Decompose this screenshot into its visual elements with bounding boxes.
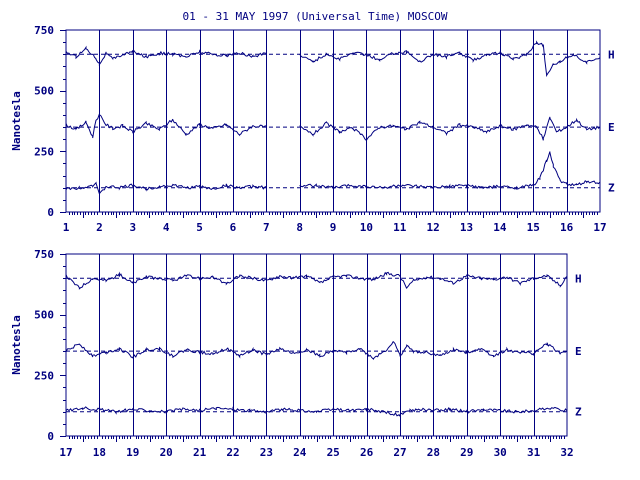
x-tick-label: 16 — [560, 221, 574, 234]
x-tick-label: 12 — [427, 221, 440, 234]
trace-e — [65, 341, 568, 361]
x-tick-label: 30 — [494, 446, 507, 459]
component-label-z: Z — [575, 406, 582, 419]
x-tick-label: 24 — [293, 446, 307, 459]
y-axis-label: Nanotesla — [10, 91, 23, 151]
x-tick-label: 3 — [129, 221, 136, 234]
plot-frame — [65, 253, 568, 437]
panels: 1 2 3 4 5 6 7 8 9 10 11 12 13 14 15 16 170250500750Nanot… — [10, 24, 615, 459]
component-label-e: E — [575, 345, 582, 358]
y-tick-label: 500 — [34, 309, 54, 322]
x-tick-label: 17 — [593, 221, 606, 234]
y-tick-label: 750 — [34, 24, 54, 37]
x-tick-label: 20 — [160, 446, 173, 459]
x-tick-label: 22 — [226, 446, 239, 459]
y-axis-label: Nanotesla — [10, 315, 23, 375]
component-label-z: Z — [608, 182, 615, 195]
x-tick-label: 1 — [63, 221, 70, 234]
x-tick-label: 17 — [59, 446, 72, 459]
x-tick-label: 9 — [330, 221, 337, 234]
x-tick-label: 26 — [360, 446, 374, 459]
x-tick-label: 19 — [126, 446, 139, 459]
y-tick-label: 500 — [34, 85, 54, 98]
x-tick-label: 4 — [163, 221, 170, 234]
x-tick-label: 14 — [493, 221, 507, 234]
trace-z — [65, 406, 568, 418]
trace-h — [65, 271, 568, 290]
x-tick-label: 21 — [193, 446, 207, 459]
x-tick-label: 31 — [527, 446, 541, 459]
x-tick-label: 2 — [96, 221, 103, 234]
x-tick-label: 8 — [296, 221, 303, 234]
x-tick-label: 7 — [263, 221, 270, 234]
x-tick-label: 11 — [393, 221, 407, 234]
y-tick-label: 0 — [47, 206, 54, 219]
chart-panel-bottom: 17 18 19 20 21 22 23 24 25 26 27 28 29 30 31 32 0 250 500 7… — [10, 248, 582, 459]
x-tick-label: 23 — [260, 446, 273, 459]
y-tick-label: 0 — [47, 430, 54, 443]
x-tick-label: 5 — [196, 221, 203, 234]
x-tick-label: 13 — [460, 221, 473, 234]
component-label-h: H — [575, 272, 582, 285]
x-tick-label: 6 — [230, 221, 237, 234]
y-tick-label: 250 — [34, 145, 54, 158]
component-label-e: E — [608, 121, 615, 134]
x-tick-label: 15 — [527, 221, 540, 234]
x-tick-label: 18 — [93, 446, 106, 459]
x-tick-label: 28 — [427, 446, 440, 459]
x-tick-label: 27 — [393, 446, 406, 459]
trace-z — [65, 151, 601, 195]
x-tick-label: 10 — [360, 221, 373, 234]
x-tick-label: 25 — [327, 446, 340, 459]
chart-title: 01 - 31 MAY 1997 (Universal Time) MOSCOW — [183, 10, 448, 23]
y-tick-label: 750 — [34, 248, 54, 261]
chart-panel-top: 1 2 3 4 5 6 7 8 9 10 11 12 13 14 15 16 170250500750Nanot… — [10, 24, 615, 234]
component-label-h: H — [608, 48, 615, 61]
trace-e — [65, 113, 601, 142]
x-tick-label: 29 — [460, 446, 473, 459]
x-tick-label: 32 — [560, 446, 573, 459]
trace-h — [65, 40, 601, 78]
y-tick-label: 250 — [34, 369, 54, 382]
